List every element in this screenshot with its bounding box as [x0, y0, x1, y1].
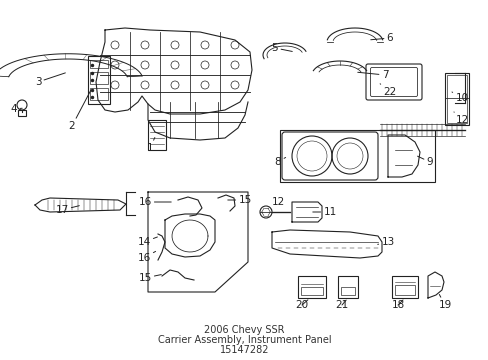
- Text: 10: 10: [451, 92, 468, 103]
- Text: 2006 Chevy SSR: 2006 Chevy SSR: [204, 325, 284, 335]
- Text: 15: 15: [227, 195, 251, 205]
- Bar: [88, 56, 110, 104]
- Bar: [90, 88, 108, 100]
- Text: 20: 20: [295, 300, 308, 310]
- Text: 22: 22: [379, 84, 396, 97]
- Bar: [394, 285, 414, 295]
- Text: 6: 6: [370, 33, 392, 43]
- Text: 21: 21: [335, 300, 348, 310]
- Text: 19: 19: [437, 294, 451, 310]
- Bar: [301, 287, 323, 295]
- Text: 12: 12: [271, 197, 284, 210]
- Text: 16: 16: [138, 197, 171, 207]
- Text: 9: 9: [417, 156, 432, 167]
- Text: 1: 1: [146, 138, 155, 153]
- Bar: [337, 276, 357, 298]
- Bar: [391, 276, 417, 298]
- Text: 18: 18: [390, 300, 404, 310]
- Text: 8: 8: [274, 157, 285, 167]
- Text: Carrier Assembly, Instrument Panel: Carrier Assembly, Instrument Panel: [157, 335, 331, 345]
- Bar: [446, 75, 466, 123]
- Bar: [18, 110, 26, 116]
- Text: 5: 5: [271, 43, 292, 53]
- Text: 7: 7: [357, 70, 387, 80]
- Text: 17: 17: [55, 205, 79, 215]
- Text: 12: 12: [453, 112, 468, 125]
- Text: 14: 14: [137, 237, 157, 247]
- Text: 15: 15: [138, 273, 161, 283]
- Text: 2: 2: [68, 90, 90, 131]
- Text: 13: 13: [377, 237, 394, 247]
- Bar: [148, 120, 165, 150]
- Bar: [297, 276, 325, 298]
- Bar: [340, 287, 354, 295]
- Text: 4: 4: [11, 104, 22, 114]
- Bar: [90, 60, 108, 68]
- Bar: [280, 130, 434, 182]
- Text: 16: 16: [137, 251, 155, 263]
- Text: 3: 3: [35, 73, 65, 87]
- Bar: [444, 73, 468, 125]
- Bar: [90, 72, 108, 84]
- Text: 15147282: 15147282: [219, 345, 269, 355]
- Text: 11: 11: [312, 207, 336, 217]
